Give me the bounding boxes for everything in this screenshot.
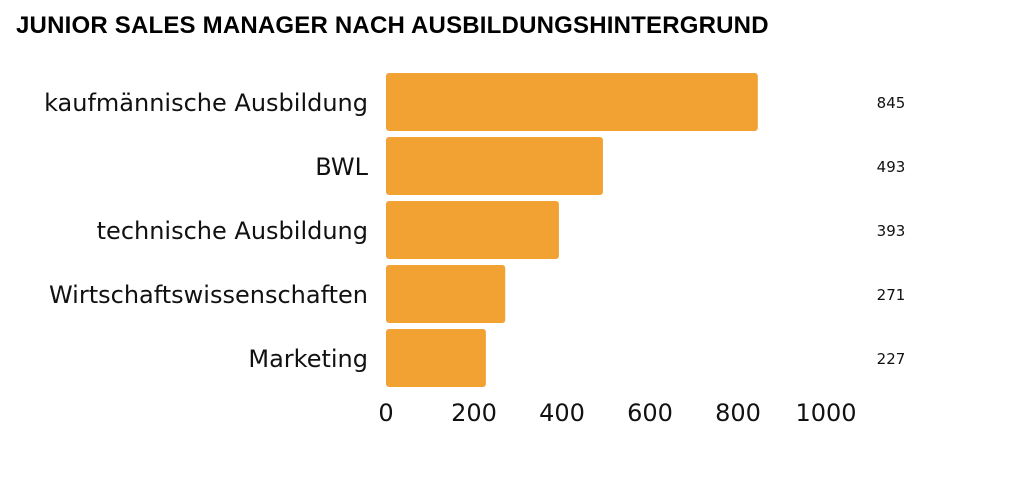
category-label: kaufmännische Ausbildung	[44, 89, 368, 117]
x-tick-label: 1000	[795, 399, 856, 427]
x-tick-label: 600	[627, 399, 673, 427]
category-label: Wirtschaftswissenschaften	[49, 281, 368, 309]
bar	[386, 137, 603, 195]
category-label: BWL	[315, 153, 368, 181]
data-label: 227	[877, 350, 906, 368]
bar	[386, 73, 758, 131]
data-label: 393	[877, 222, 906, 240]
x-tick-label: 0	[378, 399, 393, 427]
category-label: Marketing	[248, 345, 368, 373]
data-label: 493	[877, 158, 906, 176]
data-label: 845	[877, 94, 906, 112]
x-tick-label: 800	[715, 399, 761, 427]
bar	[386, 329, 486, 387]
chart-title: JUNIOR SALES MANAGER NACH AUSBILDUNGSHIN…	[16, 12, 769, 39]
data-label: 271	[877, 286, 906, 304]
category-label: technische Ausbildung	[97, 217, 368, 245]
bar	[386, 265, 506, 323]
x-tick-label: 400	[539, 399, 585, 427]
bar	[386, 201, 559, 259]
x-tick-label: 200	[451, 399, 497, 427]
